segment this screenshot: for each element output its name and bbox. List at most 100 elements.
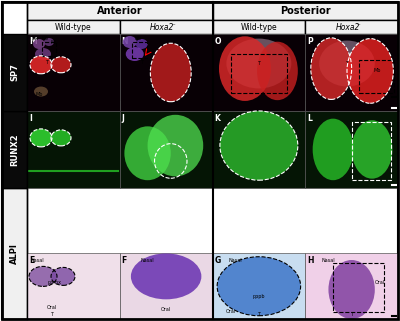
Text: E: E xyxy=(29,256,34,265)
Text: Ml: Ml xyxy=(50,40,56,46)
Ellipse shape xyxy=(150,43,191,102)
Bar xyxy=(359,60,394,93)
Text: Hoxa2: Hoxa2 xyxy=(150,22,174,31)
Ellipse shape xyxy=(124,126,171,180)
Bar xyxy=(120,34,212,111)
Text: H: H xyxy=(307,256,314,265)
Text: P: P xyxy=(307,37,313,46)
Ellipse shape xyxy=(131,254,201,299)
Bar xyxy=(333,263,384,312)
Text: T: T xyxy=(257,61,260,66)
Bar xyxy=(120,254,212,319)
Text: ppmx: ppmx xyxy=(48,281,62,285)
Text: F: F xyxy=(122,256,127,265)
Text: Nasal: Nasal xyxy=(229,257,242,263)
Bar xyxy=(120,111,212,188)
Ellipse shape xyxy=(30,129,52,147)
Text: C: C xyxy=(214,37,220,46)
Ellipse shape xyxy=(217,257,301,316)
Bar xyxy=(42,42,56,56)
Bar xyxy=(2,111,27,188)
Text: T: T xyxy=(140,59,143,65)
Text: T: T xyxy=(350,313,353,317)
Text: I: I xyxy=(29,114,32,123)
Ellipse shape xyxy=(123,36,137,48)
Bar xyxy=(27,2,212,20)
Text: Mb: Mb xyxy=(374,67,381,73)
Ellipse shape xyxy=(226,39,291,88)
Text: RUNX2: RUNX2 xyxy=(10,133,19,166)
Bar xyxy=(120,34,212,100)
Text: SP7: SP7 xyxy=(10,64,19,82)
Text: T: T xyxy=(346,61,348,66)
Ellipse shape xyxy=(148,115,203,176)
Text: T: T xyxy=(257,313,260,317)
Bar xyxy=(132,42,147,58)
Text: A: A xyxy=(29,37,35,46)
Ellipse shape xyxy=(29,266,57,286)
Text: O: O xyxy=(214,37,221,46)
Ellipse shape xyxy=(44,38,54,46)
Bar xyxy=(2,34,27,111)
Ellipse shape xyxy=(352,120,392,179)
Bar xyxy=(305,34,398,100)
Text: NS: NS xyxy=(134,36,141,40)
Text: ALPI: ALPI xyxy=(10,243,19,264)
Ellipse shape xyxy=(313,119,354,180)
Text: pppb: pppb xyxy=(253,294,265,299)
Bar xyxy=(212,34,305,111)
Bar xyxy=(352,123,390,180)
Text: N: N xyxy=(122,37,128,46)
Bar xyxy=(305,111,398,188)
Text: T: T xyxy=(46,59,48,65)
Bar xyxy=(212,2,398,20)
Text: ⁻: ⁻ xyxy=(171,23,175,30)
Text: Oral: Oral xyxy=(161,307,171,312)
Ellipse shape xyxy=(35,48,51,60)
Text: Hoxa2: Hoxa2 xyxy=(336,22,360,31)
Text: Oral: Oral xyxy=(226,308,236,314)
Text: Wild-type: Wild-type xyxy=(55,22,92,31)
Ellipse shape xyxy=(311,38,352,100)
Ellipse shape xyxy=(219,36,271,101)
Bar xyxy=(305,254,398,319)
Bar xyxy=(231,54,287,93)
Text: G: G xyxy=(214,256,221,265)
Text: Nasal: Nasal xyxy=(141,257,154,263)
Text: ⁻: ⁻ xyxy=(357,23,360,30)
Bar xyxy=(27,20,120,34)
Bar xyxy=(212,20,305,34)
Text: Mb: Mb xyxy=(35,92,43,97)
Text: L: L xyxy=(307,114,312,123)
Text: K: K xyxy=(214,114,220,123)
Ellipse shape xyxy=(347,39,393,103)
Text: Wild-type: Wild-type xyxy=(240,22,277,31)
Ellipse shape xyxy=(33,39,45,49)
Bar xyxy=(212,111,305,188)
Bar xyxy=(27,254,120,319)
Ellipse shape xyxy=(257,42,298,100)
Text: J: J xyxy=(122,114,125,123)
Text: Oral: Oral xyxy=(47,305,57,310)
Bar xyxy=(120,20,212,34)
Ellipse shape xyxy=(136,39,148,49)
Ellipse shape xyxy=(328,260,375,319)
Bar xyxy=(305,20,398,34)
Ellipse shape xyxy=(34,87,48,97)
Text: Mx: Mx xyxy=(32,37,38,41)
Bar xyxy=(305,34,398,111)
Ellipse shape xyxy=(51,130,71,146)
Text: NS: NS xyxy=(42,36,48,40)
Text: T: T xyxy=(50,311,54,317)
Bar xyxy=(212,254,305,319)
Text: Oral: Oral xyxy=(374,281,384,285)
Text: B: B xyxy=(122,37,128,46)
Text: D: D xyxy=(307,37,314,46)
Text: Nasal: Nasal xyxy=(30,257,44,263)
Bar xyxy=(27,34,120,100)
Ellipse shape xyxy=(220,111,298,180)
Ellipse shape xyxy=(319,40,375,86)
Bar xyxy=(27,111,120,188)
Text: M: M xyxy=(29,37,37,46)
Ellipse shape xyxy=(30,56,52,74)
